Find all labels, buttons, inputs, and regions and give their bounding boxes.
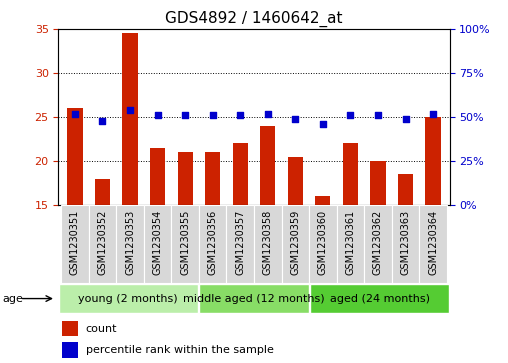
FancyBboxPatch shape	[199, 205, 227, 283]
Point	[346, 113, 355, 118]
Bar	[178, 152, 193, 205]
Point	[401, 116, 409, 122]
Bar	[150, 148, 165, 205]
Bar	[288, 157, 303, 205]
Point	[153, 113, 162, 118]
Text: count: count	[86, 323, 117, 334]
Text: GSM1230362: GSM1230362	[373, 210, 383, 275]
Text: middle aged (12 months): middle aged (12 months)	[183, 294, 325, 303]
Text: GSM1230356: GSM1230356	[208, 210, 218, 275]
Point	[374, 113, 382, 118]
FancyBboxPatch shape	[59, 284, 198, 313]
Point	[71, 111, 79, 117]
Point	[99, 118, 107, 123]
Text: GSM1230358: GSM1230358	[263, 210, 273, 275]
Text: young (2 months): young (2 months)	[78, 294, 178, 303]
FancyBboxPatch shape	[309, 205, 337, 283]
Bar	[62, 342, 78, 358]
FancyBboxPatch shape	[364, 205, 392, 283]
Text: GSM1230361: GSM1230361	[345, 210, 356, 275]
Point	[236, 113, 244, 118]
Bar	[315, 196, 330, 205]
Text: age: age	[3, 294, 23, 303]
Text: GSM1230351: GSM1230351	[70, 210, 80, 275]
Point	[209, 113, 217, 118]
FancyBboxPatch shape	[89, 205, 116, 283]
Point	[319, 121, 327, 127]
Bar	[68, 108, 82, 205]
Point	[291, 116, 299, 122]
Bar	[343, 143, 358, 205]
FancyBboxPatch shape	[254, 205, 281, 283]
FancyBboxPatch shape	[337, 205, 364, 283]
Text: GSM1230360: GSM1230360	[318, 210, 328, 275]
FancyBboxPatch shape	[392, 205, 419, 283]
Point	[126, 107, 134, 113]
Text: GSM1230357: GSM1230357	[235, 210, 245, 275]
Text: GSM1230363: GSM1230363	[400, 210, 410, 275]
Point	[264, 111, 272, 117]
Bar	[205, 152, 220, 205]
Bar	[370, 161, 386, 205]
Bar	[122, 33, 138, 205]
FancyBboxPatch shape	[199, 284, 309, 313]
Text: aged (24 months): aged (24 months)	[330, 294, 430, 303]
FancyBboxPatch shape	[310, 284, 449, 313]
Point	[181, 113, 189, 118]
Text: GSM1230352: GSM1230352	[98, 210, 108, 275]
FancyBboxPatch shape	[171, 205, 199, 283]
Bar	[398, 174, 413, 205]
Text: GSM1230354: GSM1230354	[152, 210, 163, 275]
Text: GSM1230353: GSM1230353	[125, 210, 135, 275]
Point	[429, 111, 437, 117]
Bar	[233, 143, 248, 205]
Text: GSM1230359: GSM1230359	[290, 210, 300, 275]
FancyBboxPatch shape	[281, 205, 309, 283]
Text: percentile rank within the sample: percentile rank within the sample	[86, 345, 274, 355]
Text: GSM1230355: GSM1230355	[180, 210, 190, 275]
Bar	[260, 126, 275, 205]
FancyBboxPatch shape	[61, 205, 89, 283]
FancyBboxPatch shape	[116, 205, 144, 283]
Bar	[426, 117, 440, 205]
FancyBboxPatch shape	[144, 205, 171, 283]
Text: GDS4892 / 1460642_at: GDS4892 / 1460642_at	[165, 11, 343, 27]
FancyBboxPatch shape	[227, 205, 254, 283]
Text: GSM1230364: GSM1230364	[428, 210, 438, 275]
Bar	[62, 321, 78, 336]
FancyBboxPatch shape	[419, 205, 447, 283]
Bar	[95, 179, 110, 205]
